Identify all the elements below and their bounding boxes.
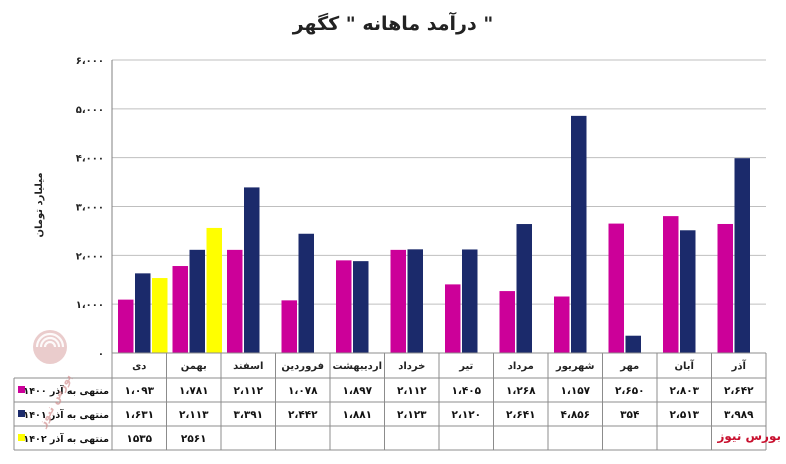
bar-2-1 xyxy=(135,273,151,353)
category-label: بهمن xyxy=(181,361,207,372)
table-cell: ۲،۱۲۰ xyxy=(451,409,481,421)
table-cell: ۱،۷۸۱ xyxy=(179,385,209,397)
bar-2-3 xyxy=(244,187,260,353)
table-cell: ۱،۴۰۵ xyxy=(451,385,481,397)
table-cell: ۲،۸۰۳ xyxy=(669,385,699,397)
table-cell: ۲،۶۴۲ xyxy=(724,385,754,397)
legend-key-3 xyxy=(18,434,25,441)
bar-1-4 xyxy=(281,300,297,353)
bar-1-3 xyxy=(227,249,243,353)
category-label: خرداد xyxy=(398,361,425,372)
table-cell: ۳۵۴ xyxy=(620,409,640,421)
bar-3-1 xyxy=(152,278,168,353)
legend-key-1 xyxy=(18,386,25,393)
table-cell: ۱،۰۷۸ xyxy=(288,385,318,397)
table-cell: ۱،۲۶۸ xyxy=(506,385,536,397)
category-label: اسفند xyxy=(233,361,263,372)
data-table: منتهی به آذر ۱۴۰۰ ۱،۰۹۳ ۱،۷۸۱ ۲،۱۱۲ ۱،۰۷۸ ۱،۸… xyxy=(13,352,767,451)
category-label: مرداد xyxy=(508,361,534,372)
bar-3-2 xyxy=(206,227,222,353)
bar-2-6 xyxy=(407,249,423,353)
y-axis-label: میلیارد تومان xyxy=(34,172,45,237)
y-tick-label: ۰ xyxy=(98,349,104,360)
table-cell: ۲۵۶۱ xyxy=(181,433,207,445)
bar-2-8 xyxy=(516,224,532,353)
bar-2-11 xyxy=(680,230,696,353)
category-label: اردیبهشت xyxy=(332,361,382,372)
bar-1-11 xyxy=(663,216,679,353)
category-label: آذر xyxy=(731,359,747,372)
y-tick-label: ۳،۰۰۰ xyxy=(76,203,104,214)
bar-2-5 xyxy=(353,261,369,353)
brand-watermark: بورس نیوز xyxy=(716,429,781,444)
legend-key-2 xyxy=(18,410,25,417)
logo-arc xyxy=(43,340,57,348)
bar-1-10 xyxy=(608,223,624,353)
category-label: آبان xyxy=(675,359,695,372)
table-cell: ۳،۳۹۱ xyxy=(233,409,263,421)
chart-title: درآمد ماهانه " کگهر " xyxy=(292,11,494,35)
bar-2-12 xyxy=(734,158,750,353)
y-tick-label: ۱،۰۰۰ xyxy=(76,300,104,311)
y-tick-label: ۲،۰۰۰ xyxy=(76,251,104,262)
category-label: تیر xyxy=(458,361,473,372)
bar-2-10 xyxy=(625,335,641,353)
bar-1-12 xyxy=(717,223,733,353)
logo-arc xyxy=(35,332,65,348)
y-tick-label: ۵،۰۰۰ xyxy=(76,105,104,116)
category-label: شهریور xyxy=(555,361,595,372)
table-cell: ۱،۱۵۷ xyxy=(560,385,590,397)
table-cell: ۲،۱۱۳ xyxy=(179,409,209,421)
bar-1-9 xyxy=(554,296,570,353)
table-cell: ۲،۱۱۲ xyxy=(233,385,263,397)
table-cell: ۲،۴۴۲ xyxy=(288,409,318,421)
y-tick-label: ۴،۰۰۰ xyxy=(76,154,104,165)
bar-1-1 xyxy=(118,299,134,353)
logo-arc xyxy=(39,336,61,348)
category-labels: دی بهمن اسفند فروردین اردیبهشت خرداد تیر مرداد ش… xyxy=(132,359,746,372)
table-cell: ۴،۸۵۶ xyxy=(560,409,590,421)
legend-label-2: منتهی به آذر ۱۴۰۱ xyxy=(23,408,109,421)
table-cell: ۱،۸۸۱ xyxy=(342,409,372,421)
bar-2-9 xyxy=(571,115,587,354)
bar-1-7 xyxy=(445,284,461,353)
category-label: فروردین xyxy=(281,361,324,372)
table-cell: ۱۵۳۵ xyxy=(126,433,152,445)
y-axis-ticks: ۰ ۱،۰۰۰ ۲،۰۰۰ ۳،۰۰۰ ۴،۰۰۰ ۵،۰۰۰ ۶،۰۰۰ xyxy=(76,56,104,360)
table-cell: ۱،۶۳۱ xyxy=(124,409,154,421)
y-tick-label: ۶،۰۰۰ xyxy=(76,56,104,67)
bar-1-8 xyxy=(499,291,515,353)
table-cell: ۲،۵۱۳ xyxy=(669,409,699,421)
table-cell: ۲،۶۴۱ xyxy=(506,409,536,421)
category-label: دی xyxy=(132,361,146,372)
table-cell: ۱،۸۹۷ xyxy=(342,385,372,397)
legend-label-3: منتهی به آذر ۱۴۰۲ xyxy=(23,432,109,445)
bar-2-2 xyxy=(189,249,205,353)
legend-label-1: منتهی به آذر ۱۴۰۰ xyxy=(23,384,109,397)
bar-2-4 xyxy=(298,233,314,353)
bar-1-6 xyxy=(390,249,406,353)
bar-1-2 xyxy=(172,266,188,353)
table-cell: ۲،۶۵۰ xyxy=(615,385,645,397)
bar-1-5 xyxy=(336,260,352,353)
category-label: مهر xyxy=(619,361,639,372)
bar-2-7 xyxy=(462,249,478,353)
table-cell: ۳،۹۸۹ xyxy=(724,409,754,421)
table-cell: ۲،۱۲۳ xyxy=(397,409,427,421)
logo-text: بورس نیوز xyxy=(35,372,74,430)
bars xyxy=(118,115,750,354)
table-cell: ۲،۱۱۲ xyxy=(397,385,427,397)
table-cell: ۱،۰۹۳ xyxy=(124,385,154,397)
